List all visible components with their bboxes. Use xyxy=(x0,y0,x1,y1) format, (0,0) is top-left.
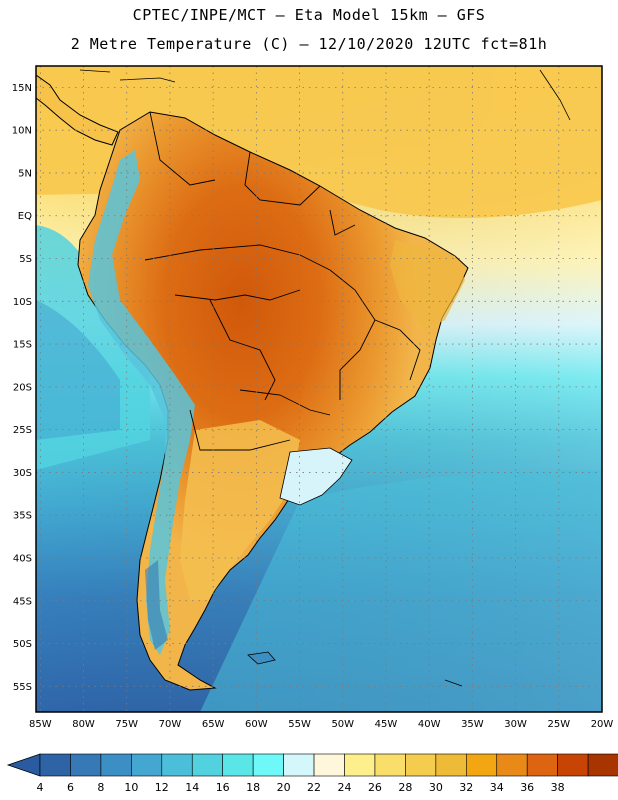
island-hispaniola xyxy=(119,77,176,83)
border-guianas xyxy=(329,209,356,236)
colorbar-label: 30 xyxy=(429,781,443,794)
colorbar: 4 6 8 10 12 14 16 18 20 22 24 26 28 30 32 34 36 38 xyxy=(6,753,618,794)
colorbar-segment xyxy=(100,753,132,777)
lon-tick-label: 85W xyxy=(29,719,52,730)
colorbar-segment xyxy=(39,753,71,777)
south-atlantic-cool xyxy=(200,470,602,712)
colorbar-segment xyxy=(252,753,284,777)
andes-cold-core xyxy=(145,560,168,650)
lat-tick-label: 45S xyxy=(13,596,32,607)
border-bolivia xyxy=(209,299,276,401)
colorbar-segment xyxy=(557,753,589,777)
lon-tick-label: 70W xyxy=(159,719,182,730)
southern-cone-warm xyxy=(180,420,300,600)
colorbar-segment xyxy=(435,753,467,777)
lat-tick-label: 5S xyxy=(19,254,32,265)
colorbar-segment xyxy=(222,753,254,777)
colorbar-segment xyxy=(161,753,193,777)
colorbar-segment xyxy=(465,753,498,777)
colorbar-segment xyxy=(344,753,376,777)
lat-tick-label: 10N xyxy=(12,126,32,137)
colorbar-label: 22 xyxy=(307,781,321,794)
lon-tick-label: 65W xyxy=(202,719,225,730)
colorbar-segment xyxy=(587,753,618,777)
andes-cool-strip xyxy=(88,150,195,655)
lon-tick-label: 45W xyxy=(375,719,398,730)
central-america-land xyxy=(36,74,119,146)
colorbar-segment xyxy=(313,753,345,777)
colorbar-under-arrow xyxy=(6,753,41,777)
lat-tick-label: 55S xyxy=(13,682,32,693)
lat-tick-label: 25S xyxy=(13,425,32,436)
colorbar-segment xyxy=(283,753,315,777)
colorbar-label: 16 xyxy=(216,781,230,794)
colorbar-label: 28 xyxy=(398,781,412,794)
lon-tick-label: 25W xyxy=(547,719,570,730)
colorbar-label: 10 xyxy=(124,781,138,794)
border-paraguay xyxy=(239,389,331,416)
colorbar-segment xyxy=(131,753,163,777)
colorbar-label: 32 xyxy=(459,781,473,794)
colorbar-segment xyxy=(405,753,437,777)
colorbar-label: 36 xyxy=(520,781,534,794)
border-colombia xyxy=(149,111,216,186)
lat-tick-label: EQ xyxy=(18,211,32,222)
lon-tick-label: 60W xyxy=(245,719,268,730)
lon-tick-label: 75W xyxy=(115,719,138,730)
island-chain xyxy=(539,69,571,121)
lat-tick-label: 15N xyxy=(12,83,32,94)
colorbar-label: 4 xyxy=(37,781,44,794)
lat-tick-label: 30S xyxy=(13,468,32,479)
colorbar-segment xyxy=(70,753,102,777)
colorbar-label: 20 xyxy=(277,781,291,794)
colorbar-label: 6 xyxy=(67,781,74,794)
colorbar-segment xyxy=(496,753,528,777)
border-brazil-east xyxy=(374,319,421,381)
country-borders xyxy=(144,111,421,451)
caribbean-islands xyxy=(79,69,571,121)
uruguay-cool-patch xyxy=(279,447,353,506)
lat-tick-label: 35S xyxy=(13,511,32,522)
longitude-labels: 85W 80W 75W 70W 65W 60W 55W 50W 45W 40W 35W 30W 25W 2… xyxy=(29,719,613,730)
lon-tick-label: 30W xyxy=(504,719,527,730)
lat-tick-label: 5N xyxy=(18,168,32,179)
south-georgia xyxy=(444,679,463,687)
lat-tick-label: 50S xyxy=(13,639,32,650)
lon-tick-label: 40W xyxy=(418,719,441,730)
lon-tick-label: 20W xyxy=(591,719,614,730)
lat-tick-label: 10S xyxy=(13,297,32,308)
map-frame xyxy=(35,65,603,713)
colorbar-label: 24 xyxy=(338,781,352,794)
lon-tick-label: 55W xyxy=(288,719,311,730)
colorbar-label: 26 xyxy=(368,781,382,794)
lon-tick-label: 80W xyxy=(72,719,95,730)
colorbar-label: 12 xyxy=(155,781,169,794)
colorbar-label: 14 xyxy=(185,781,199,794)
latitude-labels: 15N 10N 5N EQ 5S 10S 15S 20S 25S 30S 35S 40S 45S 50S 5… xyxy=(12,83,32,693)
northeast-brazil-warm xyxy=(390,240,465,330)
island-cuba xyxy=(79,69,111,73)
lon-tick-label: 35W xyxy=(461,719,484,730)
pacific-cold-core xyxy=(36,300,120,440)
border-brazil-states xyxy=(329,269,376,400)
colorbar-segment xyxy=(191,753,224,777)
lon-tick-label: 50W xyxy=(331,719,354,730)
map-title-line-2: 2 Metre Temperature (C) – 12/10/2020 12U… xyxy=(70,35,548,53)
lat-tick-label: 15S xyxy=(13,340,32,351)
colorbar-label: 18 xyxy=(246,781,260,794)
border-peru-brazil xyxy=(174,289,301,301)
map-title-line-1: CPTEC/INPE/MCT – Eta Model 15km – GFS xyxy=(132,6,486,24)
border-argentina-north xyxy=(189,409,291,451)
colorbar-segment xyxy=(526,753,558,777)
lat-tick-label: 20S xyxy=(13,382,32,393)
colorbar-segment xyxy=(374,753,406,777)
falkland-islands xyxy=(247,651,276,665)
colorbar-label: 8 xyxy=(97,781,104,794)
colorbar-label: 34 xyxy=(490,781,504,794)
border-venezuela xyxy=(244,151,321,206)
colorbar-label: 38 xyxy=(551,781,565,794)
lat-tick-label: 40S xyxy=(13,553,32,564)
border-amazon xyxy=(144,244,331,271)
